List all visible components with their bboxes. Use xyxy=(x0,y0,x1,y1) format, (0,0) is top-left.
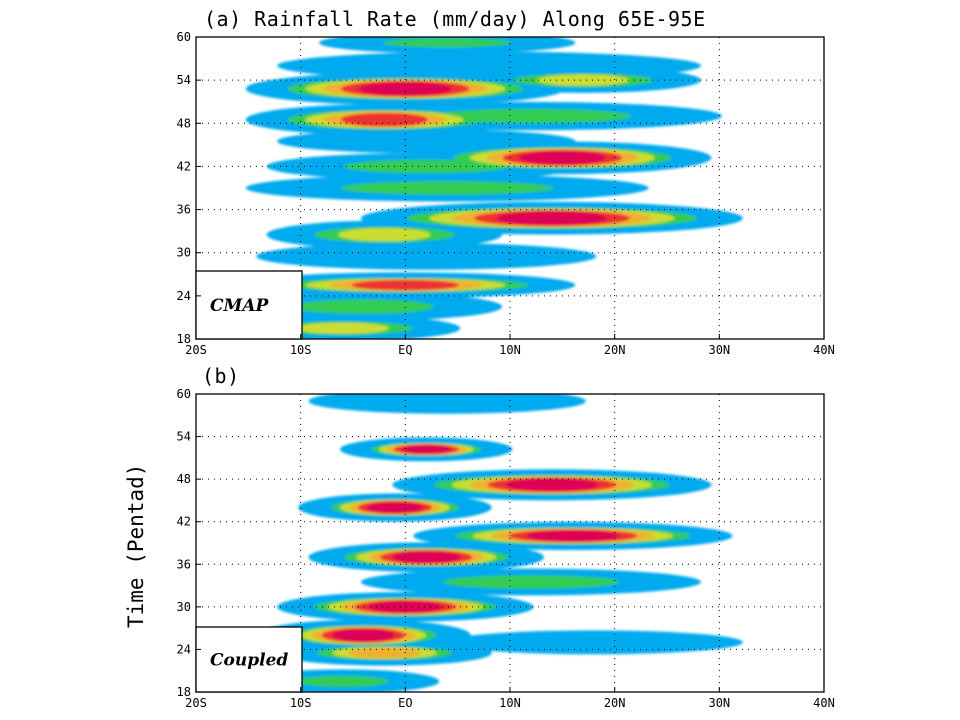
panel-b-title: (b) xyxy=(202,364,240,388)
y-tick-label: 30 xyxy=(177,246,191,260)
rain-band-1-level-6 xyxy=(401,444,452,455)
rain-band-15-level-3 xyxy=(296,322,389,334)
rain-band-14-level-2 xyxy=(293,299,434,314)
x-tick-label: 40N xyxy=(813,343,835,357)
rain-band-4-level-6 xyxy=(526,530,620,542)
rain-band-0-level-1 xyxy=(332,394,562,409)
x-tick-label: 30N xyxy=(708,696,730,710)
x-tick-label: 20S xyxy=(185,696,207,710)
dataset-label-box xyxy=(195,270,303,340)
rain-band-1-level-1 xyxy=(301,56,677,75)
rain-band-9-level-4 xyxy=(347,647,421,659)
panel-b-plot: Coupled 20S 10S EO 10N 20N 30N 40N 18 24 30 36 42 48 5… xyxy=(177,387,835,710)
rain-band-10-level-1 xyxy=(468,635,719,650)
y-tick-label: 24 xyxy=(177,289,191,303)
y-tick-label: 30 xyxy=(177,600,191,614)
dataset-label: Coupled xyxy=(210,651,288,671)
y-tick-label: 60 xyxy=(177,387,191,401)
rain-band-10-level-6 xyxy=(496,211,608,226)
rain-band-5-level-2 xyxy=(430,108,632,124)
rain-band-0-level-2 xyxy=(383,38,512,48)
grid xyxy=(196,37,824,339)
y-tick-label: 18 xyxy=(177,685,191,699)
x-tick-label: 20S xyxy=(185,343,207,357)
rain-band-11-level-2 xyxy=(296,675,389,687)
x-tick-label: 10S xyxy=(290,696,312,710)
rain-band-2-level-6 xyxy=(505,478,599,492)
x-tick-label: EO xyxy=(398,696,412,710)
rain-band-5-level-6 xyxy=(391,550,461,564)
y-tick-label: 36 xyxy=(177,557,191,571)
y-tick-label: 36 xyxy=(177,203,191,217)
y-tick-label: 54 xyxy=(177,73,191,87)
rain-band-3-level-3 xyxy=(536,74,630,86)
y-tick-label: 24 xyxy=(177,642,191,656)
rain-band-6-level-1 xyxy=(301,134,552,149)
rain-band-6-level-2 xyxy=(442,575,620,589)
rain-band-8-level-2 xyxy=(344,159,509,174)
x-tick-label: 20N xyxy=(604,696,626,710)
panel-a-plot: CMAP 20S 10S EQ 10N 20N 30N 40N 18 24 30 36 42 48 54 60 xyxy=(177,30,835,357)
rain-band-2-level-6 xyxy=(358,81,452,96)
x-tick-label: 10N xyxy=(499,343,521,357)
y-tick-label: 42 xyxy=(177,515,191,529)
y-tick-label: 48 xyxy=(177,472,191,486)
y-tick-label: 54 xyxy=(177,430,191,444)
rain-band-3-level-6 xyxy=(366,501,424,514)
x-tick-label: 30N xyxy=(708,343,730,357)
panel-a-title: (a) Rainfall Rate (mm/day) Along 65E-95E xyxy=(204,7,706,31)
rain-band-13-level-5 xyxy=(351,279,459,291)
dataset-label: CMAP xyxy=(210,296,270,316)
x-tick-label: 40N xyxy=(813,696,835,710)
y-tick-label: 48 xyxy=(177,116,191,130)
y-tick-label: 42 xyxy=(177,159,191,173)
dataset-label-box xyxy=(195,626,303,693)
rain-band-7-level-6 xyxy=(367,600,443,614)
x-tick-label: 10S xyxy=(290,343,312,357)
y-tick-label: 60 xyxy=(177,30,191,44)
x-tick-label: 20N xyxy=(604,343,626,357)
rain-field xyxy=(224,37,743,339)
rain-band-9-level-2 xyxy=(340,181,554,195)
rain-band-4-level-5 xyxy=(340,112,428,127)
rain-band-7-level-6 xyxy=(518,150,606,165)
rain-field xyxy=(245,394,743,692)
x-tick-label: EQ xyxy=(398,343,412,357)
rain-band-12-level-1 xyxy=(280,247,573,265)
y-tick-label: 18 xyxy=(177,332,191,346)
rain-band-8-level-6 xyxy=(332,628,395,642)
x-tick-label: 10N xyxy=(499,696,521,710)
rain-band-11-level-3 xyxy=(338,228,431,242)
